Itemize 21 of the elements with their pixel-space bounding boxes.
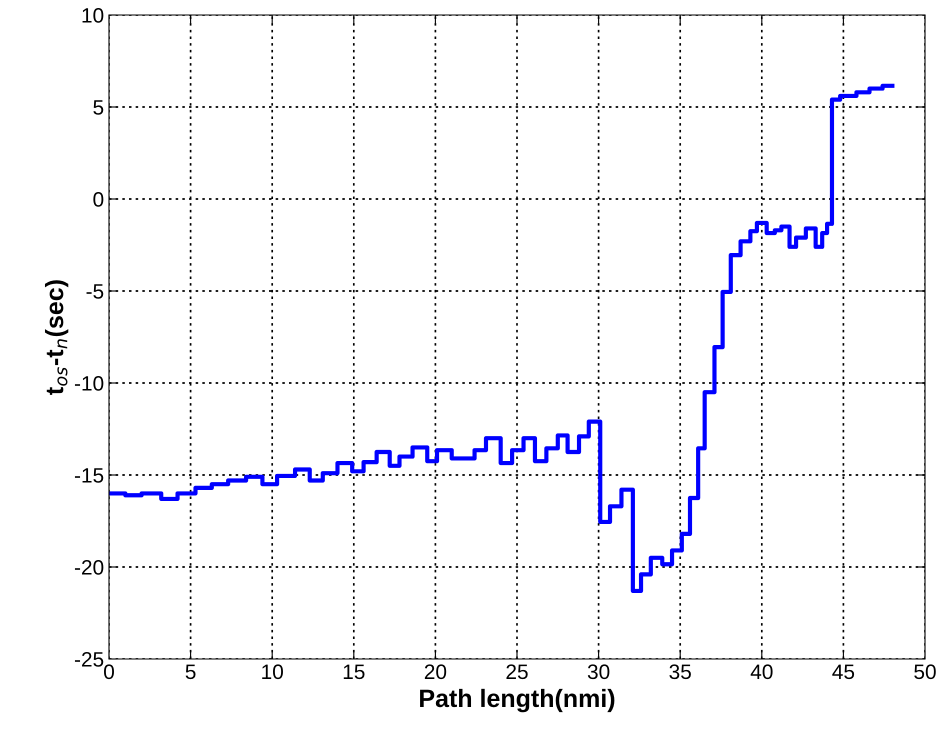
- y-tick-label: -20: [74, 560, 104, 575]
- y-tick-label: -15: [74, 468, 104, 483]
- y-tick-label: -25: [74, 652, 104, 667]
- y-tick-label: 5: [93, 100, 104, 115]
- y-tick-label: 10: [82, 8, 104, 23]
- x-tick-label: 5: [186, 664, 196, 680]
- y-tick-label: -10: [74, 376, 104, 391]
- x-tick-label: 10: [262, 664, 283, 680]
- x-tick-label: 20: [424, 664, 446, 680]
- x-tick-label: 45: [832, 664, 854, 680]
- x-axis-title: Path length(nmi): [420, 688, 614, 712]
- y-axis-title: t$_{os}$-t$_{n}$(sec): [44, 280, 68, 395]
- x-tick-label: 35: [669, 664, 691, 680]
- x-tick-label: 25: [506, 664, 528, 680]
- x-tick-label: 30: [588, 664, 610, 680]
- x-tick-label: 0: [104, 664, 114, 680]
- x-tick-label: 40: [750, 664, 773, 680]
- x-tick-label: 15: [344, 664, 365, 680]
- y-tick-label: 0: [93, 192, 104, 207]
- y-tick-label: -5: [86, 284, 104, 299]
- x-tick-label: 50: [914, 664, 936, 680]
